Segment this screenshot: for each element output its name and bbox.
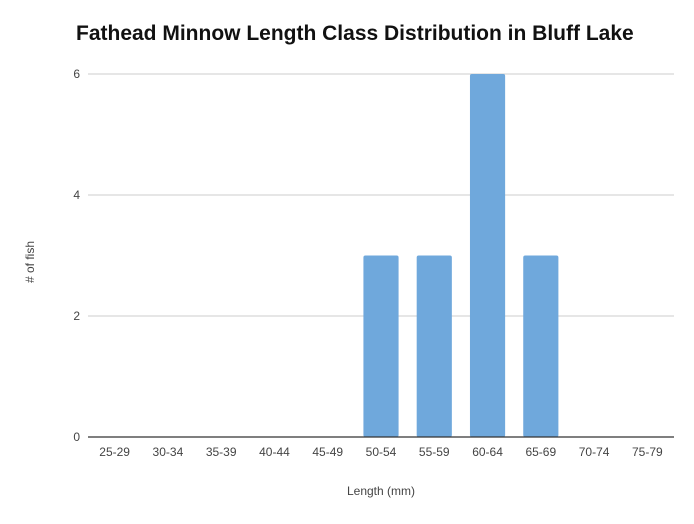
x-tick-label: 50-54: [366, 445, 397, 459]
y-axis-title: # of fish: [23, 241, 37, 283]
y-tick-label: 0: [73, 430, 80, 444]
bar: [363, 255, 399, 437]
y-tick-label: 2: [73, 309, 80, 323]
x-tick-label: 70-74: [579, 445, 610, 459]
y-tick-label: 4: [73, 188, 80, 202]
x-axis-title: Length (mm): [347, 484, 415, 498]
x-tick-label: 40-44: [259, 445, 290, 459]
x-tick-label: 30-34: [153, 445, 184, 459]
x-tick-label: 35-39: [206, 445, 237, 459]
chart-title: Fathead Minnow Length Class Distribution…: [76, 22, 634, 45]
x-tick-label: 55-59: [419, 445, 450, 459]
bar: [416, 255, 452, 437]
x-tick-label: 45-49: [312, 445, 343, 459]
x-tick-label: 75-79: [632, 445, 663, 459]
bar: [469, 74, 506, 437]
x-tick-label: 60-64: [472, 445, 503, 459]
x-tick-label: 65-69: [525, 445, 556, 459]
x-tick-label: 25-29: [99, 445, 130, 459]
bar: [523, 255, 559, 437]
y-tick-label: 6: [73, 67, 80, 81]
